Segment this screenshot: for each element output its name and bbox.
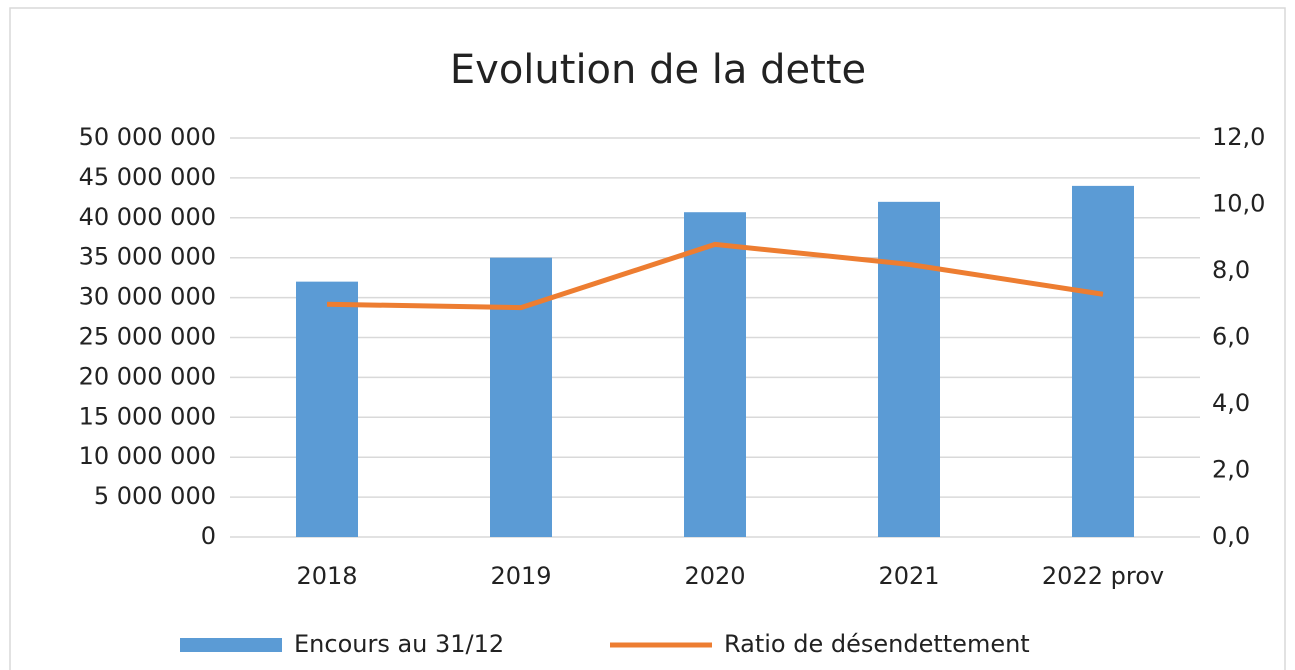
x-tick-label: 2020: [684, 562, 745, 590]
y2-tick-label: 10,0: [1212, 190, 1265, 218]
line: [326, 241, 1104, 311]
x-tick-label: 2021: [878, 562, 939, 590]
bar: [1072, 185, 1134, 537]
bar: [490, 257, 552, 537]
x-tick-label: 2018: [296, 562, 357, 590]
bar: [878, 201, 940, 537]
legend-label: Encours au 31/12: [294, 630, 504, 658]
x-tick-label: 2022 prov: [1042, 562, 1164, 590]
y-tick-label: 40 000 000: [79, 203, 216, 231]
y-tick-label: 20 000 000: [79, 362, 216, 390]
y-tick-label: 25 000 000: [79, 323, 216, 351]
y-tick-label: 45 000 000: [79, 163, 216, 191]
y-tick-label: 30 000 000: [79, 283, 216, 311]
legend-label: Ratio de désendettement: [724, 630, 1030, 658]
y2-tick-label: 4,0: [1212, 389, 1250, 417]
y2-tick-label: 6,0: [1212, 323, 1250, 351]
bar: [296, 281, 358, 537]
y-tick-label: 50 000 000: [79, 123, 216, 151]
y-tick-label: 35 000 000: [79, 243, 216, 271]
y2-tick-label: 0,0: [1212, 522, 1250, 550]
y2-tick-label: 8,0: [1212, 256, 1250, 284]
bar: [684, 212, 746, 538]
y-tick-label: 10 000 000: [79, 442, 216, 470]
y2-tick-label: 12,0: [1212, 123, 1265, 151]
chart-frame: [9, 7, 1286, 670]
x-tick-label: 2019: [490, 562, 551, 590]
chart-title: Evolution de la dette: [450, 47, 866, 93]
y-tick-label: 5 000 000: [94, 482, 216, 510]
y2-tick-label: 2,0: [1212, 456, 1250, 484]
y-tick-label: 15 000 000: [79, 402, 216, 430]
legend-swatch: [180, 638, 282, 652]
y-tick-label: 0: [201, 522, 216, 550]
